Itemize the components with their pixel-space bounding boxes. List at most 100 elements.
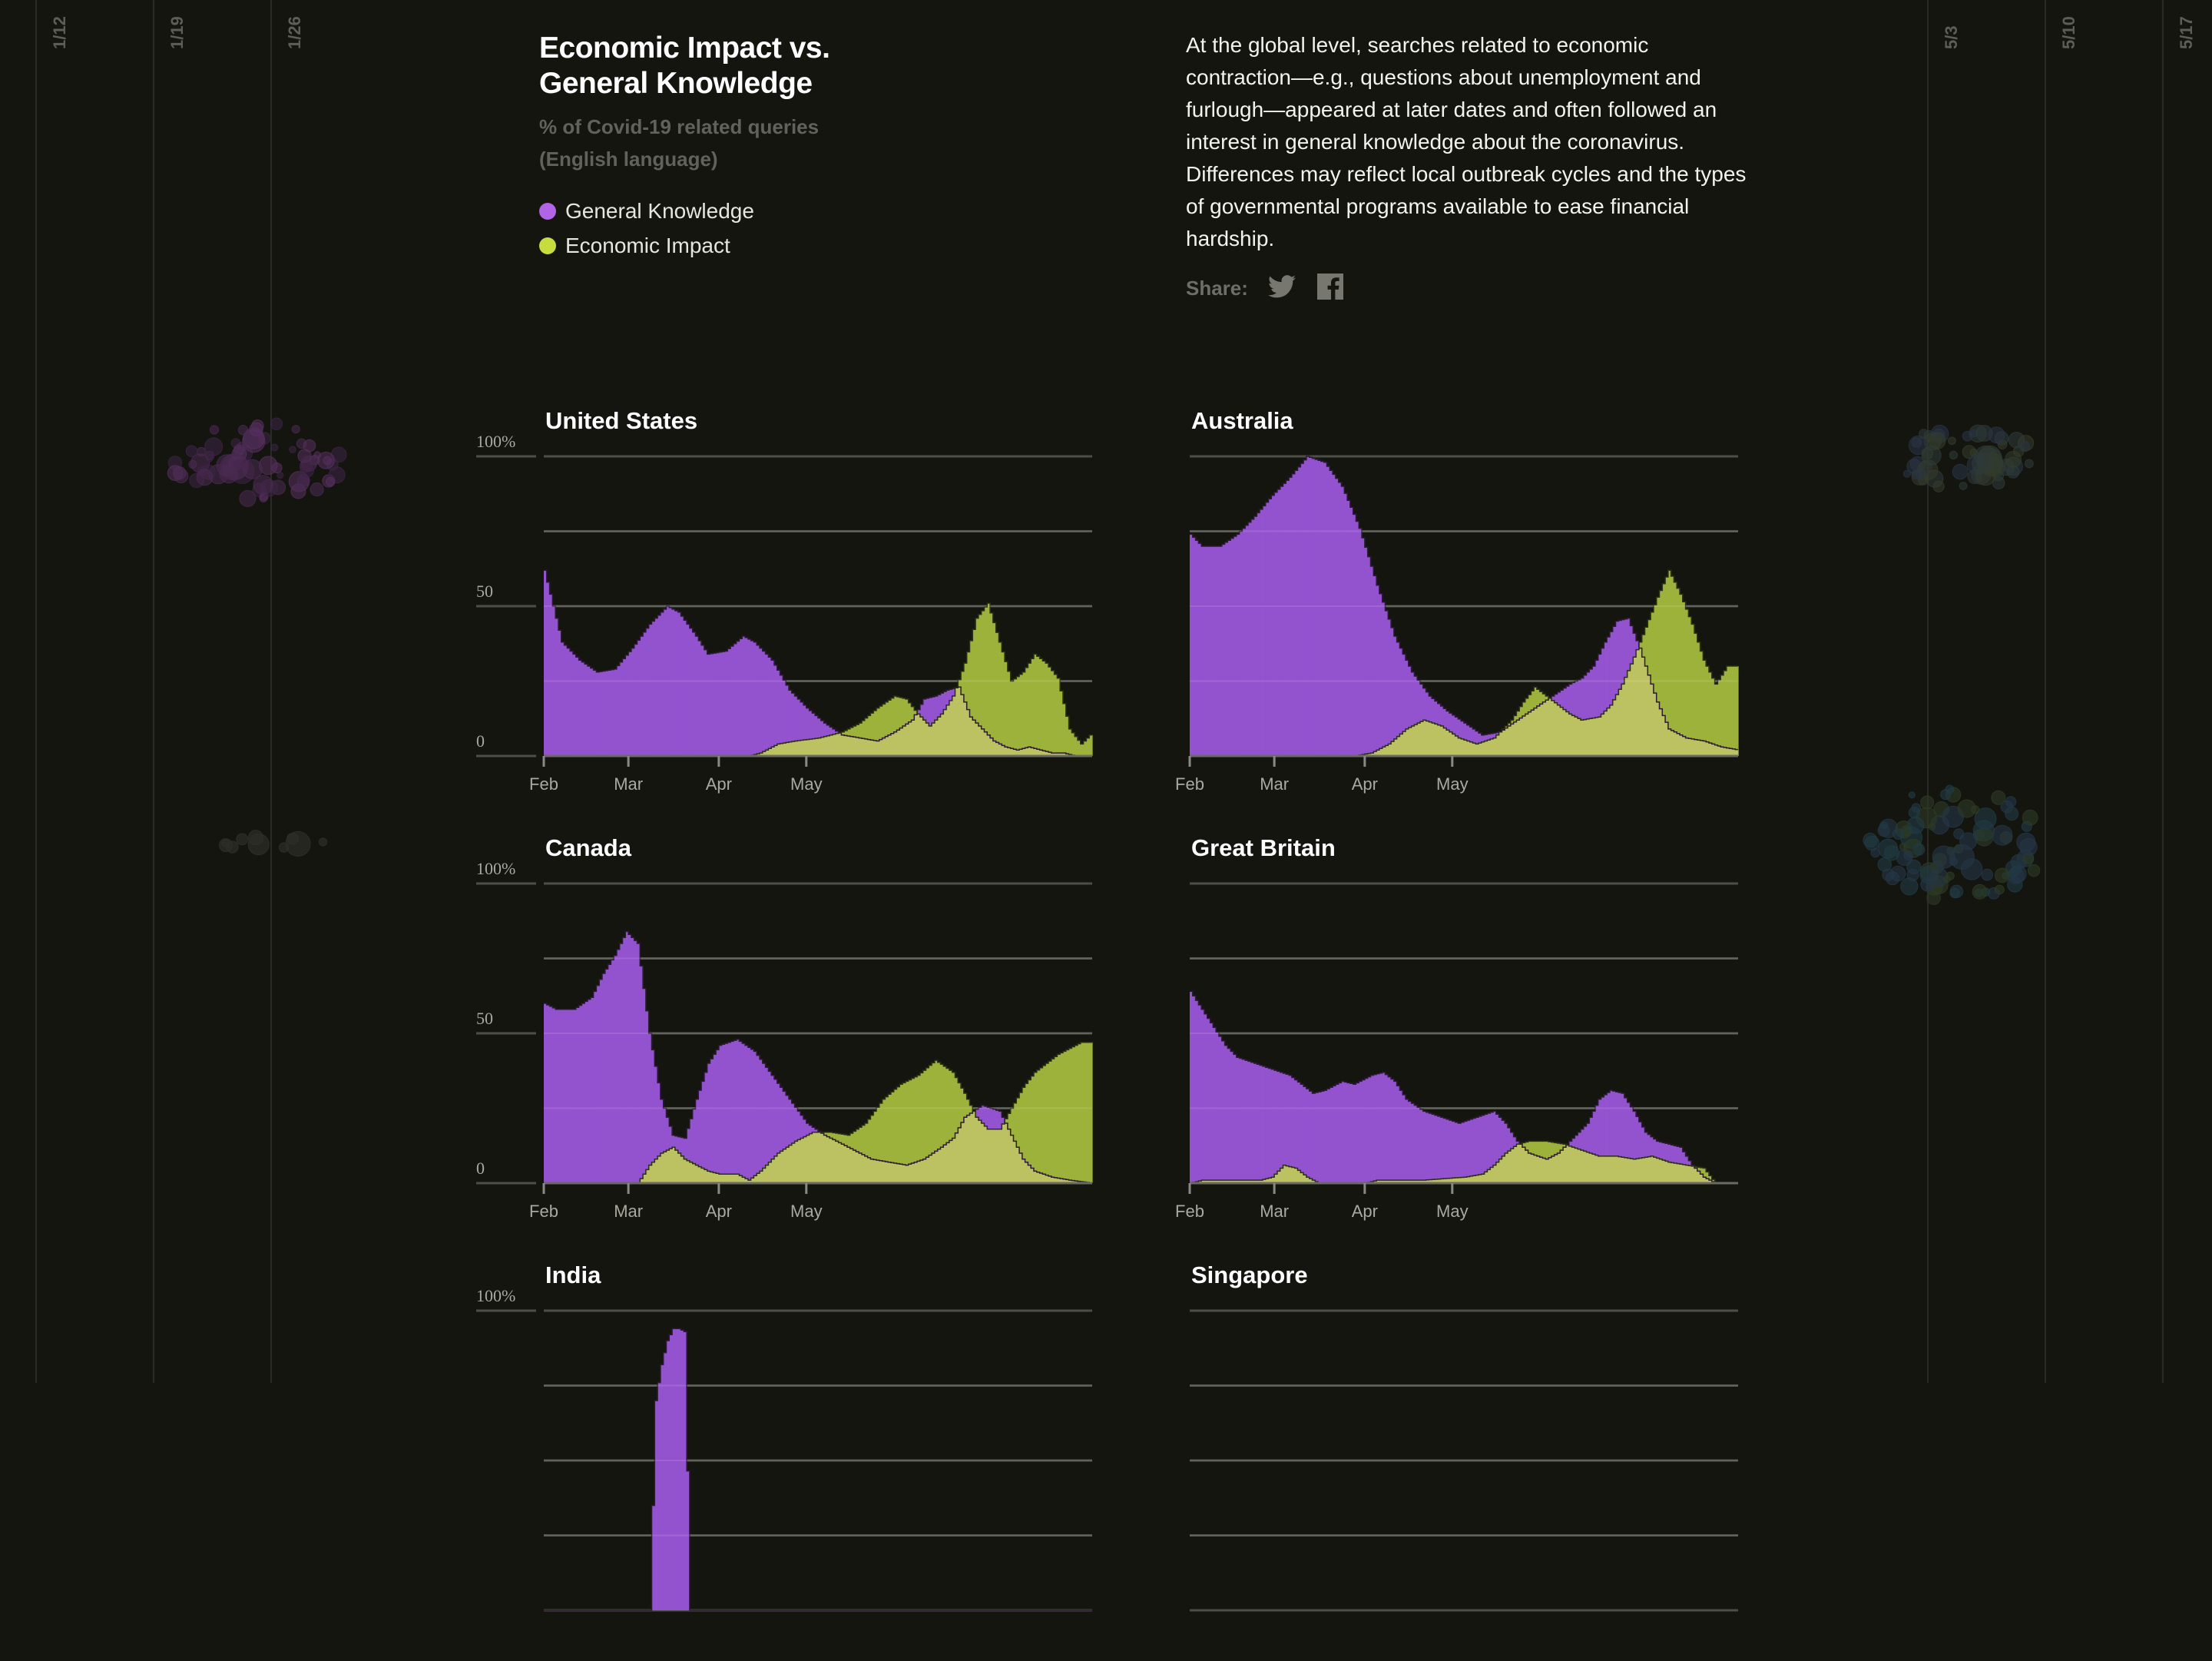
overlap-bar: [993, 741, 996, 757]
overlap-bar: [943, 710, 946, 756]
gk-bar: [1490, 1112, 1493, 1168]
bubble-cluster: [1882, 423, 2051, 492]
gk-bar: [751, 1049, 754, 1178]
overlap-bar: [876, 1160, 879, 1183]
overlap-bar: [1545, 700, 1548, 756]
gk-bar: [565, 645, 568, 756]
overlap-bar: [1519, 1144, 1522, 1183]
overlap-bar: [797, 1139, 800, 1183]
overlap-bar: [1604, 1156, 1607, 1183]
overlap-bar: [733, 1174, 737, 1183]
gk-bar: [1587, 672, 1590, 719]
gk-bar: [1578, 680, 1581, 719]
gk-bar: [681, 616, 684, 756]
gk-bar: [815, 715, 818, 738]
ei-bar: [870, 1116, 873, 1159]
overlap-bar: [1584, 720, 1587, 756]
y-tick-label: 100%: [476, 1286, 515, 1305]
gk-bar: [628, 934, 631, 1183]
overlap-bar: [1409, 728, 1412, 756]
gk-bar: [657, 615, 661, 756]
overlap-bar: [690, 1162, 693, 1183]
ei-bar: [1008, 671, 1011, 748]
overlap-bar: [836, 734, 839, 756]
overlap-bar: [1566, 711, 1569, 756]
ei-bar: [1034, 654, 1037, 748]
ei-bar: [1042, 1066, 1045, 1174]
overlap-bar: [920, 1160, 923, 1183]
share-bar: Share:: [1186, 274, 1747, 303]
ei-bar: [1680, 594, 1683, 734]
timeline-gridline: [2162, 0, 2164, 1383]
gk-bar: [678, 1328, 681, 1610]
gk-bar: [748, 1047, 751, 1180]
ei-bar: [926, 1068, 929, 1157]
gk-bar: [1341, 1081, 1344, 1183]
gk-bar: [1274, 1070, 1277, 1174]
bubble: [1913, 844, 1925, 855]
ei-bar: [1002, 651, 1005, 745]
ei-bar: [1081, 744, 1084, 756]
facebook-icon[interactable]: [1317, 274, 1343, 303]
gk-bar: [652, 622, 655, 757]
ei-bar: [952, 1073, 955, 1139]
gk-bar: [623, 658, 626, 756]
ei-bar: [1081, 1043, 1084, 1182]
bubble: [248, 830, 263, 845]
timeline-date-label: 5/3: [1942, 25, 1962, 49]
gk-bar: [1584, 1126, 1587, 1152]
gk-bar: [1266, 502, 1269, 756]
ei-bar: [1016, 677, 1019, 751]
ei-bar: [870, 713, 873, 740]
bubble: [2020, 838, 2038, 856]
bubble-cluster: [161, 416, 353, 509]
page-title: Economic Impact vs. General Knowledge: [539, 31, 892, 101]
overlap-bar: [678, 1153, 681, 1183]
bubble: [1975, 828, 1993, 846]
overlap-bar: [941, 1147, 944, 1183]
bubble: [1995, 868, 2009, 883]
page-subtitle: % of Covid-19 related queries (English l…: [539, 111, 892, 175]
ei-bar: [1686, 609, 1689, 738]
gk-bar: [1467, 1120, 1470, 1176]
gk-bar: [1572, 682, 1575, 715]
overlap-bar: [824, 737, 827, 756]
bubble: [1946, 872, 1954, 880]
gk-bar: [932, 697, 935, 723]
ei-bar: [1651, 612, 1654, 685]
bubble: [1949, 437, 1956, 445]
gk-bar: [771, 1076, 774, 1159]
overlap-bar: [1633, 1159, 1636, 1183]
bubble: [272, 463, 282, 473]
gk-bar: [643, 989, 646, 1175]
gk-bar: [1399, 1090, 1402, 1180]
gk-bar: [678, 612, 681, 756]
gk-bar: [1668, 1144, 1671, 1162]
ei-bar: [1700, 651, 1704, 741]
ei-bar: [1051, 1059, 1055, 1177]
ei-bar: [943, 1066, 946, 1145]
overlap-bar: [1592, 1154, 1595, 1183]
overlap-bar: [800, 741, 803, 756]
gk-bar: [993, 1109, 996, 1129]
overlap-bar: [1587, 1152, 1590, 1183]
overlap-bar: [862, 738, 865, 756]
bubble: [1962, 431, 1972, 441]
overlap-bar: [929, 1155, 932, 1183]
x-tick-label: May: [790, 774, 823, 794]
twitter-icon[interactable]: [1268, 275, 1296, 302]
gk-bar: [1321, 1091, 1324, 1183]
gk-bar: [753, 1051, 757, 1175]
gk-bar: [774, 665, 777, 746]
gk-bar: [1566, 686, 1569, 711]
gk-bar: [684, 620, 687, 756]
gk-bar: [1303, 460, 1306, 756]
gk-bar: [780, 1087, 783, 1151]
series-general-knowledge: [652, 1328, 690, 1610]
ei-bar: [1677, 588, 1680, 734]
gk-bar: [637, 640, 641, 756]
overlap-bar: [1002, 1124, 1005, 1183]
gk-bar: [1420, 684, 1423, 721]
ei-bar: [885, 1097, 888, 1162]
ei-bar: [1657, 597, 1660, 702]
